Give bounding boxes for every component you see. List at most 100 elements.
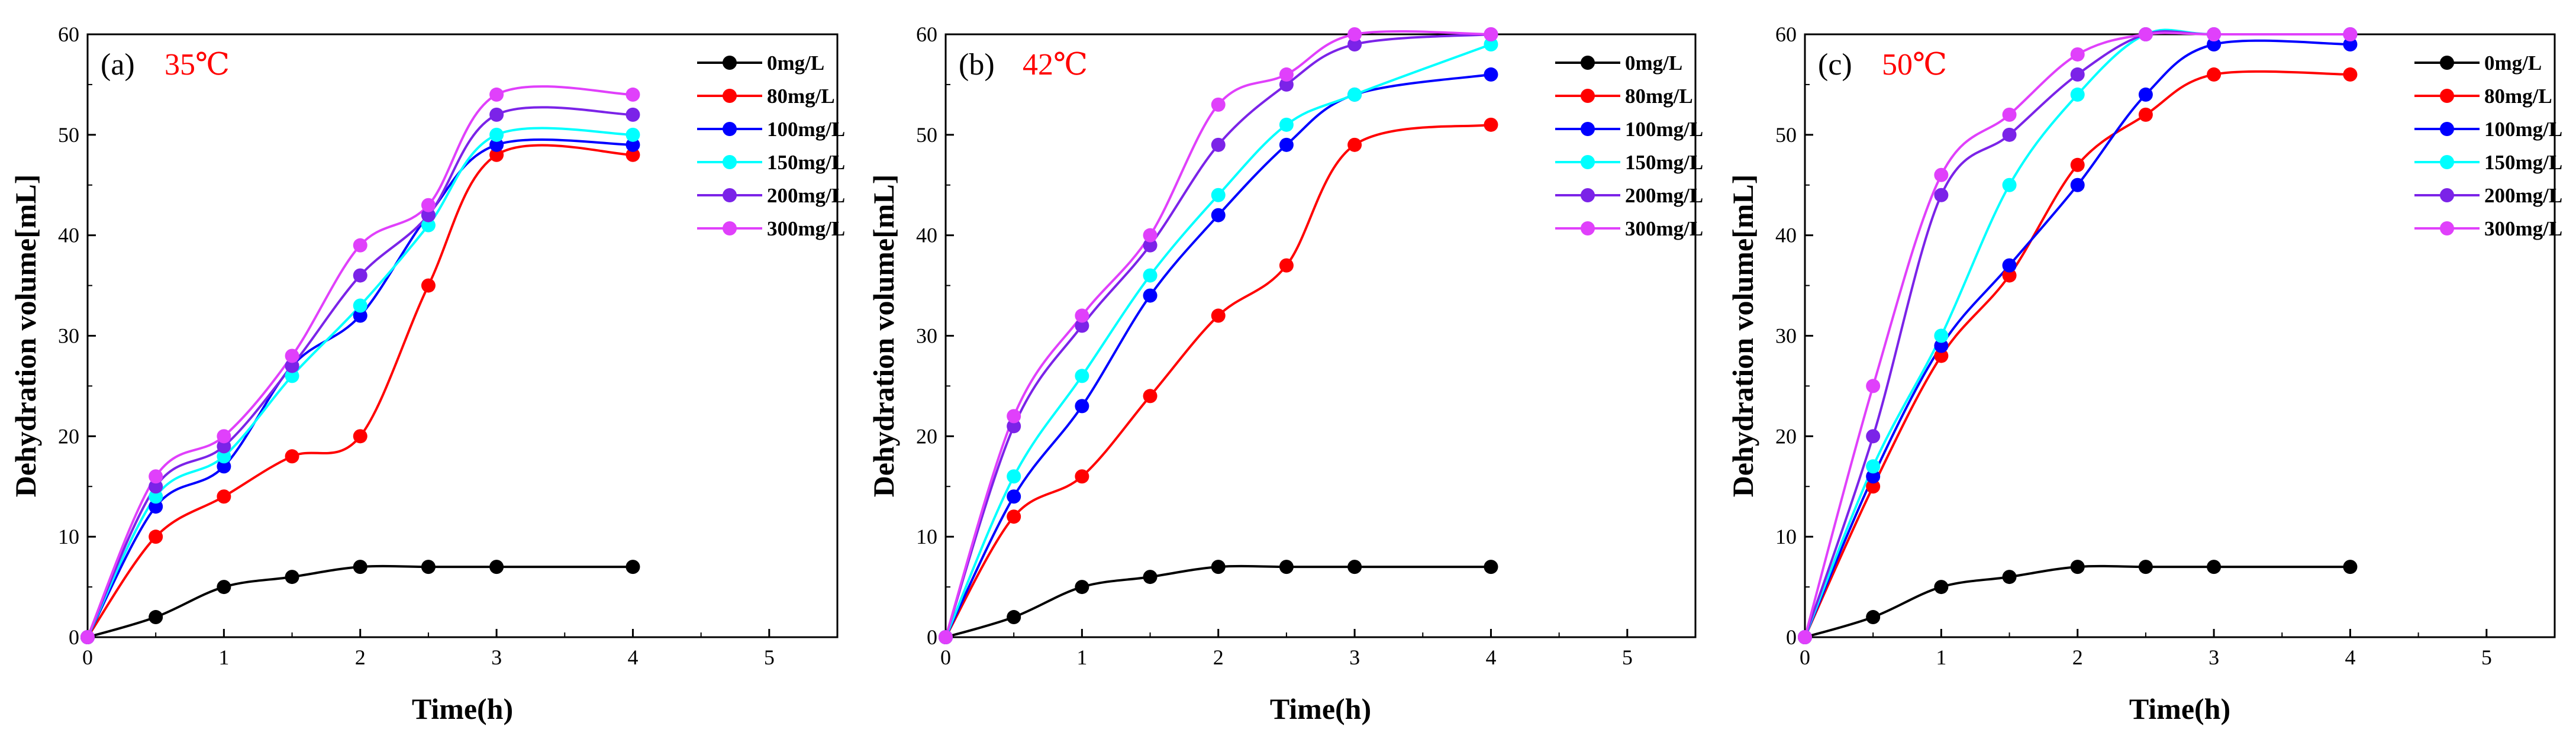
- series-line: [86, 106, 633, 638]
- legend-label: 300mg/L: [1625, 217, 1703, 240]
- legend-marker: [1581, 122, 1595, 136]
- data-point: [285, 570, 299, 585]
- data-point: [2138, 27, 2153, 41]
- data-point: [1075, 399, 1089, 414]
- data-point: [1866, 429, 1881, 444]
- legend: 0mg/L 80mg/L 100mg/L 150mg/L 200mg/L 300mg/L: [1555, 51, 1703, 240]
- y-tick-label: 40: [58, 224, 79, 247]
- legend-label: 150mg/L: [767, 151, 845, 174]
- data-point: [285, 369, 299, 383]
- data-point: [1934, 188, 1949, 202]
- data-point: [489, 107, 504, 122]
- data-point: [1484, 560, 1498, 574]
- data-point: [1007, 610, 1021, 625]
- panel-letter: (c): [1818, 48, 1852, 82]
- data-point: [1143, 238, 1158, 253]
- data-point: [2343, 27, 2358, 41]
- series-line: [944, 30, 1491, 638]
- data-point: [217, 459, 231, 474]
- data-point: [149, 489, 163, 504]
- legend-label: 100mg/L: [767, 118, 845, 141]
- y-tick-label: 60: [916, 22, 937, 46]
- data-point: [421, 560, 436, 574]
- data-point: [1075, 318, 1089, 333]
- data-point: [353, 298, 367, 313]
- legend-marker: [723, 155, 737, 169]
- data-point: [489, 137, 504, 152]
- x-tick-label: 2: [2072, 645, 2083, 669]
- legend-marker: [2440, 155, 2454, 169]
- data-point: [2070, 87, 2085, 102]
- data-point: [2070, 157, 2085, 172]
- data-point: [1279, 560, 1294, 574]
- data-point: [1347, 87, 1362, 102]
- data-point: [1798, 630, 1812, 644]
- data-point: [1347, 37, 1362, 51]
- y-tick-label: 60: [1775, 22, 1797, 46]
- legend-label: 300mg/L: [767, 217, 845, 240]
- legend: 0mg/L 80mg/L 100mg/L 150mg/L 200mg/L 300mg/L: [697, 51, 845, 240]
- y-tick-label: 20: [916, 424, 937, 448]
- legend-label: 300mg/L: [2484, 217, 2562, 240]
- data-point: [489, 127, 504, 142]
- data-point: [626, 107, 640, 122]
- data-point: [80, 630, 95, 644]
- data-point: [285, 449, 299, 464]
- y-tick-label: 30: [1775, 324, 1797, 348]
- legend-label: 80mg/L: [767, 85, 835, 108]
- data-point: [1143, 268, 1158, 283]
- legend-marker: [1581, 155, 1595, 169]
- y-tick-label: 50: [1775, 123, 1797, 147]
- y-tick-label: 0: [69, 625, 79, 649]
- data-point: [353, 268, 367, 283]
- y-axis-label: Dehydration volume[mL]: [9, 175, 42, 498]
- x-tick-label: 5: [2481, 645, 2492, 669]
- series-line: [1804, 70, 2351, 638]
- data-point: [2070, 560, 2085, 574]
- data-point: [1934, 348, 1949, 363]
- panel-title: 50℃: [1882, 48, 1947, 82]
- data-point: [1279, 137, 1294, 152]
- data-point: [1143, 228, 1158, 243]
- legend-label: 150mg/L: [1625, 151, 1703, 174]
- y-tick-label: 20: [1775, 424, 1797, 448]
- legend-marker: [723, 122, 737, 136]
- data-point: [489, 87, 504, 102]
- x-tick-label: 2: [1213, 645, 1224, 669]
- data-point: [1866, 459, 1881, 474]
- data-point: [149, 469, 163, 484]
- legend-marker: [2440, 122, 2454, 136]
- series-line: [944, 73, 1491, 638]
- x-tick-label: 4: [2345, 645, 2355, 669]
- x-tick-label: 3: [491, 645, 502, 669]
- data-point: [1211, 97, 1226, 112]
- data-point: [1211, 137, 1226, 152]
- data-point: [1211, 308, 1226, 323]
- legend-marker: [723, 89, 737, 103]
- data-point: [2207, 37, 2222, 51]
- legend-label: 0mg/L: [2484, 51, 2542, 75]
- y-axis-label: Dehydration volume[mL]: [1726, 175, 1759, 498]
- data-point: [353, 560, 367, 574]
- legend-label: 80mg/L: [1625, 85, 1693, 108]
- data-point: [2070, 47, 2085, 62]
- series-line: [1804, 28, 2351, 638]
- data-point: [1866, 610, 1881, 625]
- data-point: [2138, 560, 2153, 574]
- legend-marker: [723, 188, 737, 202]
- data-point: [1347, 560, 1362, 574]
- legend-marker: [723, 56, 737, 70]
- y-axis-label: Dehydration volume[mL]: [867, 175, 900, 498]
- data-point: [2207, 67, 2222, 82]
- data-point: [2070, 177, 2085, 192]
- y-tick-label: 10: [916, 525, 937, 548]
- x-tick-label: 0: [1800, 645, 1810, 669]
- data-point: [1279, 117, 1294, 132]
- data-point: [1075, 369, 1089, 383]
- y-tick-label: 50: [58, 123, 79, 147]
- data-point: [1007, 489, 1021, 504]
- legend-marker: [2440, 89, 2454, 103]
- series-line: [1804, 564, 2351, 638]
